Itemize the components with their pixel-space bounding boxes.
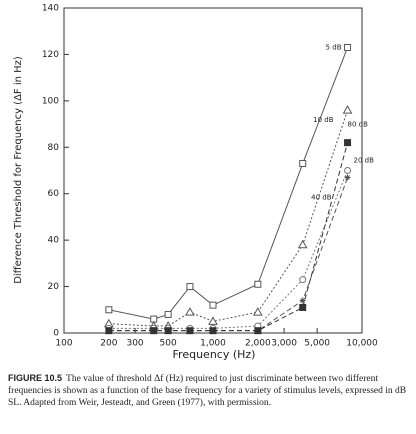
marker-shape: [150, 327, 158, 335]
marker: [344, 167, 352, 174]
marker-shape: [299, 160, 307, 168]
marker-shape: [299, 297, 306, 304]
marker: [105, 327, 113, 335]
plot-frame: [63, 7, 363, 334]
marker: [164, 310, 172, 318]
y-axis-label: Difference Threshold for Frequency (ΔF i…: [13, 56, 24, 284]
x-tick-label: 200: [100, 339, 117, 349]
marker-shape: [344, 43, 352, 51]
marker: [297, 239, 308, 249]
marker-shape: [299, 303, 307, 311]
y-tick-label: 120: [42, 50, 59, 60]
marker: [254, 327, 262, 335]
marker: [185, 307, 195, 316]
x-axis-label: Frequency (Hz): [173, 348, 256, 361]
marker-shape: [254, 280, 262, 288]
x-tick-label: 1,000: [200, 339, 226, 349]
x-tick-label: 5,000: [304, 339, 330, 349]
marker: [344, 43, 352, 51]
marker: [344, 174, 351, 181]
series-label: 10 dB: [313, 116, 334, 124]
marker-shape: [209, 301, 217, 309]
marker-shape: [185, 307, 195, 316]
marker: [105, 306, 113, 314]
marker: [344, 139, 352, 147]
marker: [299, 160, 307, 168]
marker: [252, 307, 263, 316]
series-line: [108, 109, 349, 327]
y-tick-label: 140: [42, 4, 59, 14]
marker-shape: [252, 307, 263, 316]
series-label: 20 dB: [354, 157, 375, 165]
y-tick-label: 0: [53, 329, 59, 339]
marker-shape: [105, 306, 113, 314]
marker: [299, 303, 307, 311]
series-line: [108, 142, 349, 332]
x-tick-label: 300: [126, 339, 143, 349]
marker-shape: [208, 316, 218, 325]
y-tick-label: 20: [48, 282, 60, 292]
y-tick-label: 60: [48, 189, 60, 199]
series-line: [108, 170, 349, 329]
series-label: 40 dB: [311, 193, 332, 201]
marker-shape: [344, 139, 352, 147]
marker-shape: [105, 327, 113, 335]
y-tick-label: 80: [48, 143, 60, 153]
marker: [342, 105, 353, 114]
x-tick-label: 100: [55, 339, 72, 349]
x-tick-label: 500: [160, 339, 177, 349]
marker: [186, 327, 194, 335]
caption-text: The value of threshold Δf (Hz) required …: [8, 374, 407, 408]
marker: [208, 316, 218, 325]
marker-shape: [164, 310, 172, 318]
marker-shape: [164, 327, 172, 335]
marker-shape: [186, 283, 194, 291]
marker-shape: [344, 174, 351, 181]
marker: [186, 283, 194, 291]
marker-shape: [344, 167, 352, 174]
marker-shape: [297, 239, 308, 249]
caption: FIGURE 10.5 The value of threshold Δf (Hz…: [8, 372, 410, 409]
marker-shape: [254, 327, 262, 335]
marker: [164, 327, 172, 335]
caption-label: FIGURE 10.5: [8, 373, 63, 383]
marker: [209, 301, 217, 309]
marker: [299, 276, 307, 284]
series-label: 5 dB: [326, 43, 342, 51]
chart: Difference Threshold for Frequency (ΔF i…: [13, 4, 378, 362]
marker: [254, 280, 262, 288]
marker: [299, 297, 306, 304]
y-tick-label: 40: [48, 236, 60, 246]
marker-shape: [209, 327, 217, 335]
marker-shape: [299, 276, 307, 284]
marker: [150, 327, 158, 335]
series-label: 80 dB: [348, 121, 369, 129]
marker-shape: [186, 327, 194, 335]
y-tick-label: 100: [42, 96, 59, 106]
x-tick-label: 3,000: [271, 339, 297, 349]
marker: [209, 327, 217, 335]
marker-shape: [342, 105, 353, 114]
x-tick-label: 2,000: [245, 339, 271, 349]
series-line: [108, 47, 349, 320]
x-tick-label: 10,000: [346, 339, 378, 349]
